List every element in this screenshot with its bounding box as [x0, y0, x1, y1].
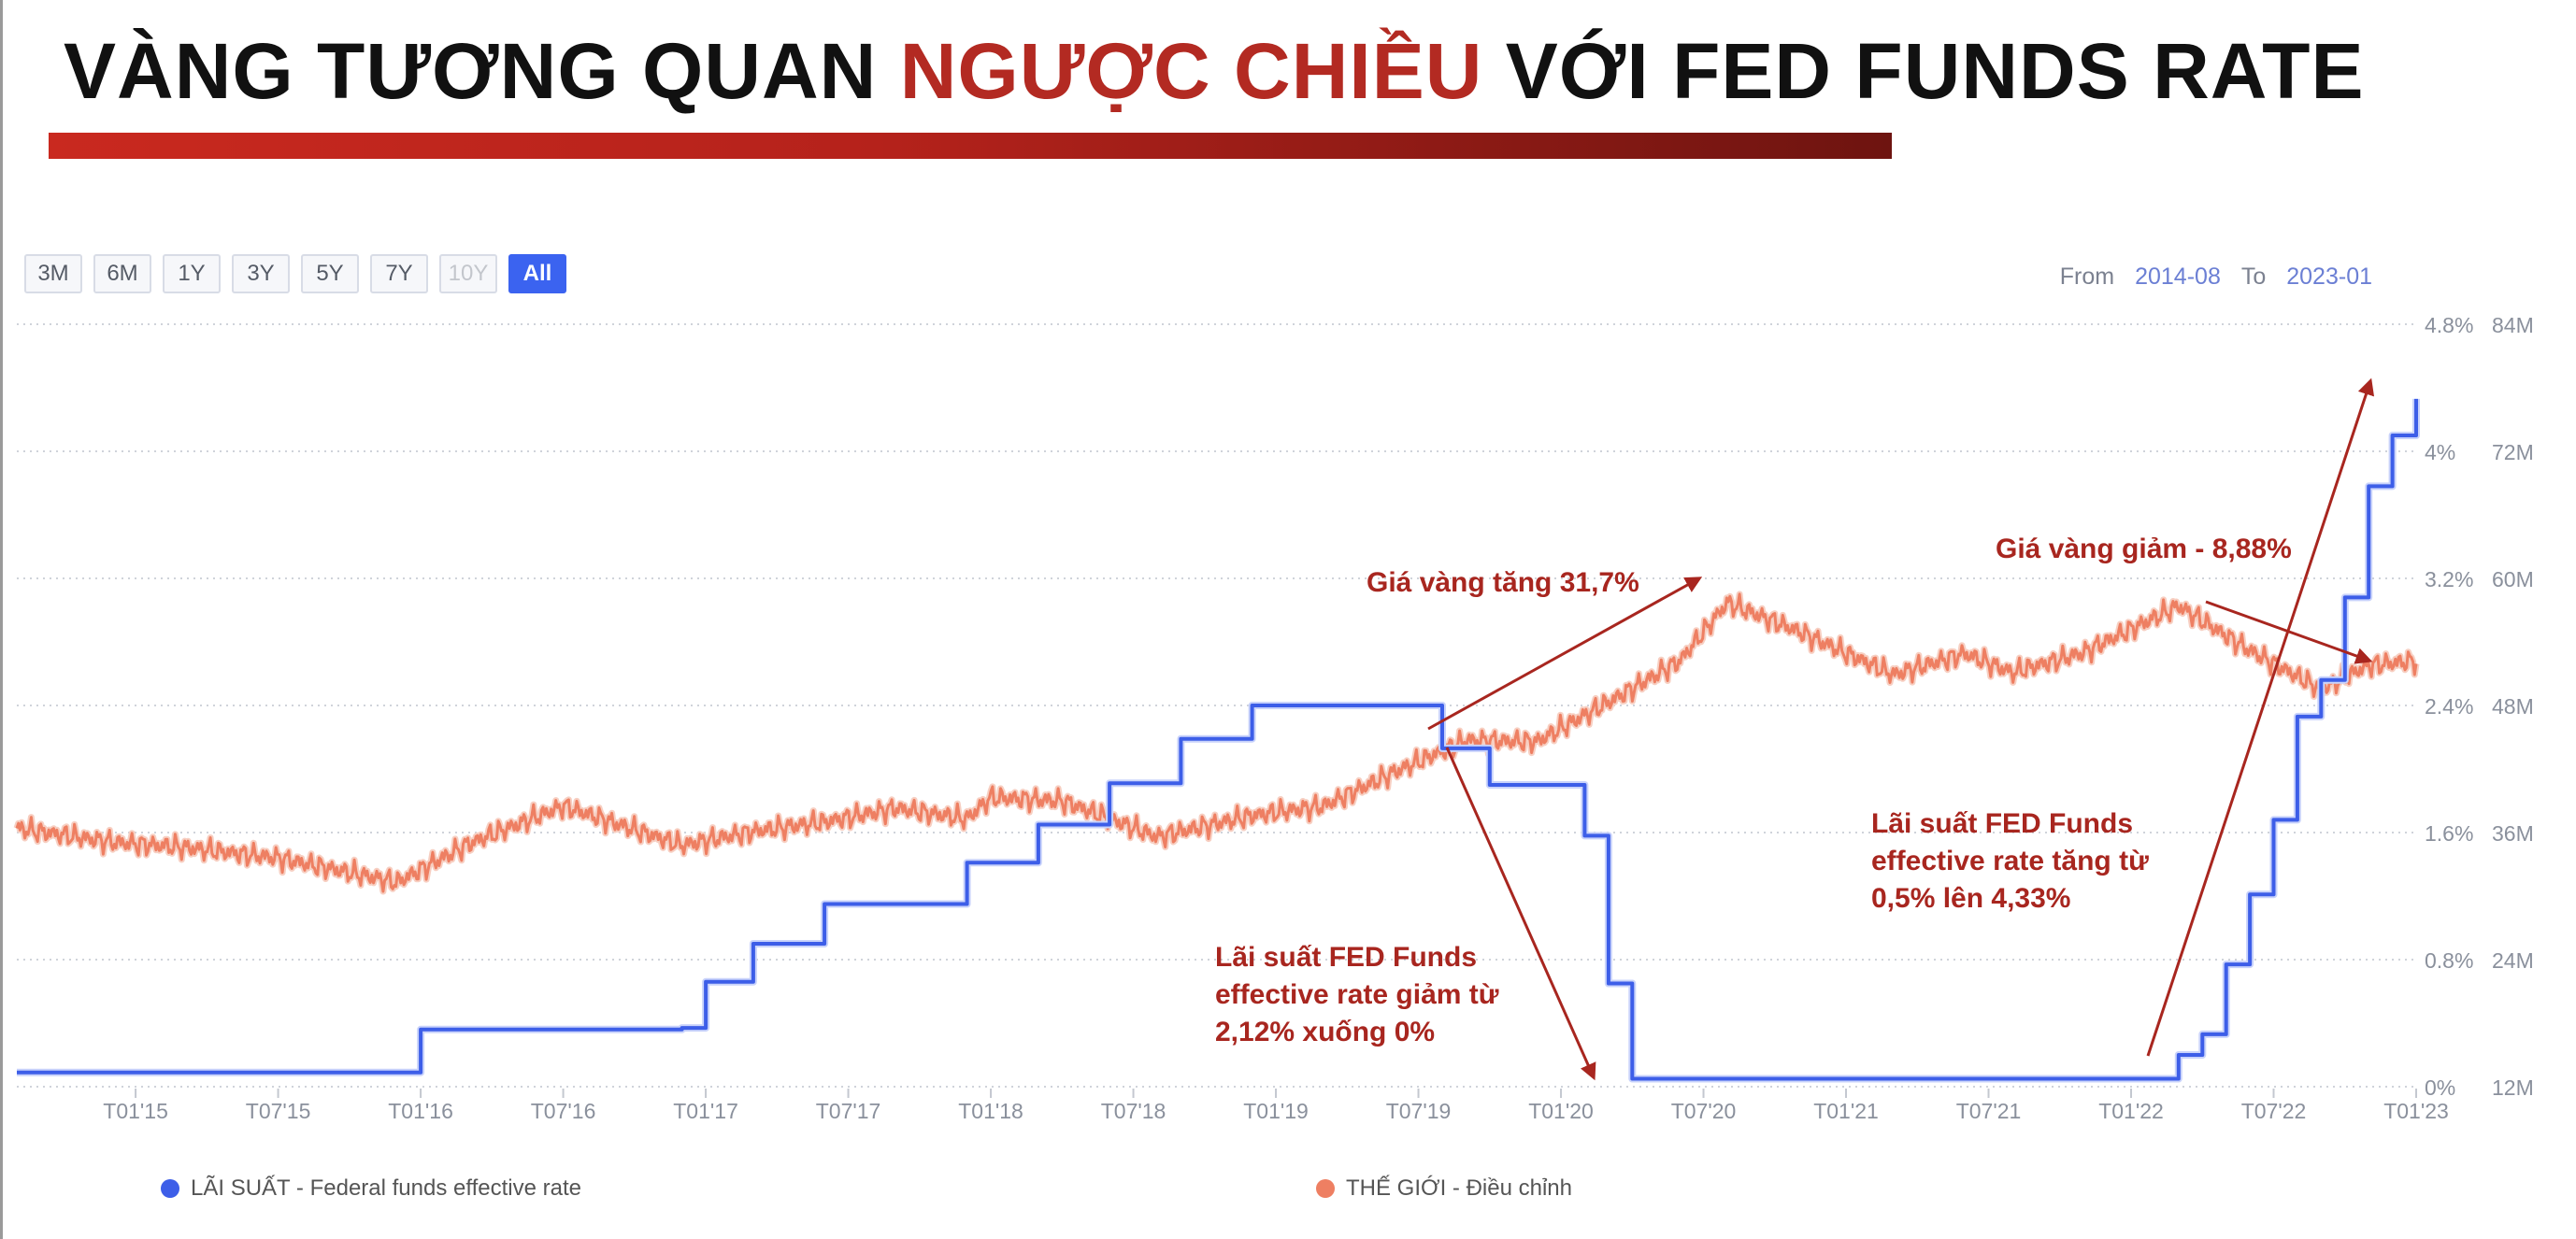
range-button-10y: 10Y [439, 254, 497, 293]
x-axis-labels: T01'15 T07'15 T01'16 T07'16 T01'17 T07'17 T01'… [103, 1089, 2449, 1123]
chart-grid [17, 323, 2416, 1088]
legend-gold-dot [1316, 1179, 1335, 1198]
y-right-tick-label: 36M [2492, 821, 2534, 846]
range-button-1y[interactable]: 1Y [163, 254, 221, 293]
range-button-3y[interactable]: 3Y [232, 254, 290, 293]
annotation-rate-up-line-1: Lãi suất FED Funds [1871, 808, 2134, 839]
annotation-rate-down-line-2: effective rate giảm từ [1215, 979, 1499, 1010]
x-tick-label: T07'19 [1386, 1099, 1452, 1123]
x-tick-label: T07'17 [816, 1099, 881, 1123]
x-tick-label: T01'19 [1243, 1099, 1309, 1123]
x-tick-label: T01'16 [388, 1099, 453, 1123]
y-right-tick-label: 84M [2492, 313, 2534, 337]
y-left-tick-label: 3.2% [2425, 567, 2473, 591]
title-highlight: NGƯỢC CHIỀU [899, 27, 1483, 115]
annotation-rate-down-line-3: 2,12% xuống 0% [1215, 1017, 1436, 1047]
title-suffix: VỚI FED FUNDS RATE [1482, 27, 2365, 115]
y-left-tick-label: 1.6% [2425, 821, 2473, 846]
y-left-tick-label: 4.8% [2425, 313, 2473, 337]
x-tick-label: T07'21 [1956, 1099, 2022, 1123]
legend-gold-label: THẾ GIỚI - Điều chỉnh [1346, 1175, 1572, 1201]
y-axis-labels: 0% 0.8% 1.6% 2.4% 3.2% 4% 4.8% 12M 24M 36M 48M 60M 7… [2425, 313, 2534, 1100]
left-border [0, 0, 3, 1239]
y-right-tick-label: 24M [2492, 948, 2534, 973]
range-button-6m[interactable]: 6M [93, 254, 151, 293]
y-left-tick-label: 4% [2425, 440, 2455, 464]
legend-rate-label: LÃI SUẤT - Federal funds effective rate [191, 1175, 581, 1201]
arrow-rate-down [1445, 747, 1596, 1081]
from-label: From [2059, 263, 2115, 290]
range-button-7y[interactable]: 7Y [370, 254, 428, 293]
annotation-gold-up: Giá vàng tăng 31,7% [1367, 567, 1639, 598]
range-button-5y[interactable]: 5Y [301, 254, 359, 293]
annotation-rate-up: Lãi suất FED Funds effective rate tăng t… [1871, 805, 2149, 918]
title-prefix: VÀNG TƯƠNG QUAN [64, 27, 900, 115]
legend-rate[interactable]: LÃI SUẤT - Federal funds effective rate [161, 1175, 581, 1202]
x-tick-label: T01'22 [2098, 1099, 2164, 1123]
annotation-rate-up-line-2: effective rate tăng từ [1871, 846, 2149, 876]
x-tick-label: T07'18 [1101, 1099, 1166, 1123]
y-left-tick-label: 0.8% [2425, 948, 2473, 973]
page-title: VÀNG TƯƠNG QUAN NGƯỢC CHIỀU VỚI FED FUND… [64, 26, 2365, 117]
to-label: To [2240, 263, 2267, 290]
arrow-gold-down [2205, 600, 2373, 664]
annotation-rate-down: Lãi suất FED Funds effective rate giảm t… [1215, 939, 1499, 1051]
y-right-tick-label: 72M [2492, 440, 2534, 464]
gold-series-line[interactable] [15, 592, 2418, 893]
y-left-tick-label: 2.4% [2425, 694, 2473, 719]
y-left-tick-label: 0% [2425, 1075, 2455, 1100]
title-underline-bar [49, 133, 1892, 159]
x-tick-label: T01'18 [958, 1099, 1023, 1123]
x-tick-label: T01'21 [1813, 1099, 1879, 1123]
x-tick-label: T07'20 [1671, 1099, 1737, 1123]
range-selector: 3M 6M 1Y 3Y 5Y 7Y 10Y All [24, 254, 566, 293]
annotation-rate-up-line-3: 0,5% lên 4,33% [1871, 883, 2071, 914]
annotation-gold-down: Giá vàng giảm - 8,88% [1996, 534, 2292, 564]
x-tick-label: T07'22 [2241, 1099, 2307, 1123]
legend-gold[interactable]: THẾ GIỚI - Điều chỉnh [1316, 1175, 1572, 1202]
x-tick-label: T01'17 [673, 1099, 738, 1123]
range-button-all[interactable]: All [508, 254, 566, 293]
x-tick-label: T07'15 [246, 1099, 311, 1123]
chart-series [13, 398, 2420, 1083]
y-right-tick-label: 48M [2492, 694, 2534, 719]
x-tick-label: T07'16 [531, 1099, 596, 1123]
arrow-gold-up [1427, 577, 1703, 731]
date-range-display: From 2014-08 To 2023-01 [2060, 263, 2372, 291]
rate-series-line[interactable] [17, 398, 2418, 1081]
legend-rate-dot [161, 1179, 179, 1198]
range-button-3m[interactable]: 3M [24, 254, 82, 293]
arrow-rate-up [2146, 377, 2375, 1057]
to-value[interactable]: 2023-01 [2286, 263, 2372, 290]
x-tick-label: T01'15 [103, 1099, 168, 1123]
annotation-rate-down-line-1: Lãi suất FED Funds [1215, 942, 1478, 973]
y-right-tick-label: 12M [2492, 1075, 2534, 1100]
annotation-arrows [1427, 377, 2375, 1081]
from-value[interactable]: 2014-08 [2135, 263, 2221, 290]
x-tick-label: T01'20 [1528, 1099, 1594, 1123]
x-tick-label: T01'23 [2383, 1099, 2449, 1123]
y-right-tick-label: 60M [2492, 567, 2534, 591]
